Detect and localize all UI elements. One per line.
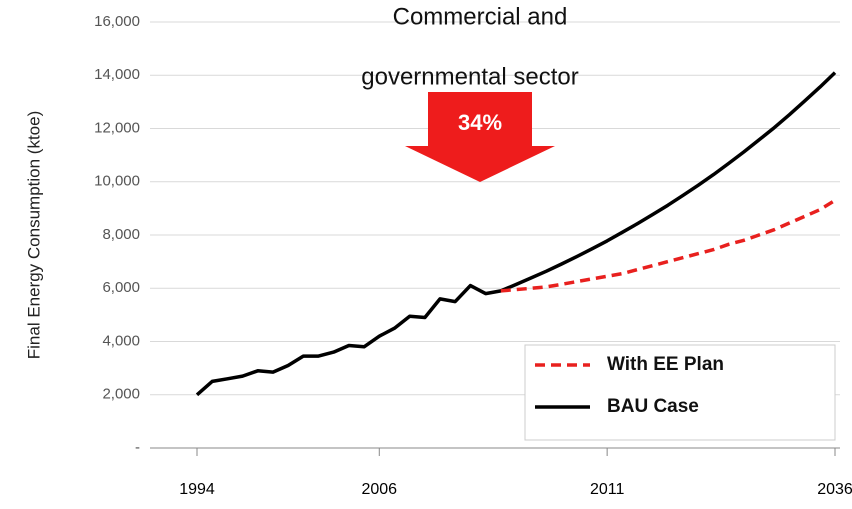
- y-tick-label: 14,000: [94, 66, 140, 83]
- legend-box: [524, 344, 836, 441]
- y-tick-label: 12,000: [94, 119, 140, 136]
- y-tick-label: -: [135, 439, 140, 456]
- arrow: [405, 92, 555, 182]
- x-tick-label: 2006: [361, 481, 397, 498]
- y-tick-label: 2,000: [102, 386, 140, 403]
- legend-label: With EE Plan: [607, 354, 724, 375]
- annotation: 34%: [458, 110, 502, 135]
- y-tick-label: 8,000: [102, 226, 140, 243]
- annotation: Commercial and: [393, 3, 568, 30]
- y-axis-label: Final Energy Consumption (ktoe): [24, 111, 43, 360]
- x-tick-label: 2011: [590, 481, 625, 498]
- line: [195, 71, 837, 397]
- line: [500, 198, 836, 293]
- x-tick-label: 1994: [179, 481, 215, 498]
- y-tick-label: 10,000: [94, 173, 140, 190]
- y-tick-label: 16,000: [94, 13, 140, 30]
- x-tick-label: 2036: [817, 481, 852, 498]
- annotation: governmental sector: [361, 63, 578, 90]
- y-tick-label: 6,000: [102, 279, 140, 296]
- y-tick-label: 4,000: [102, 332, 140, 349]
- legend-label: BAU Case: [607, 396, 699, 417]
